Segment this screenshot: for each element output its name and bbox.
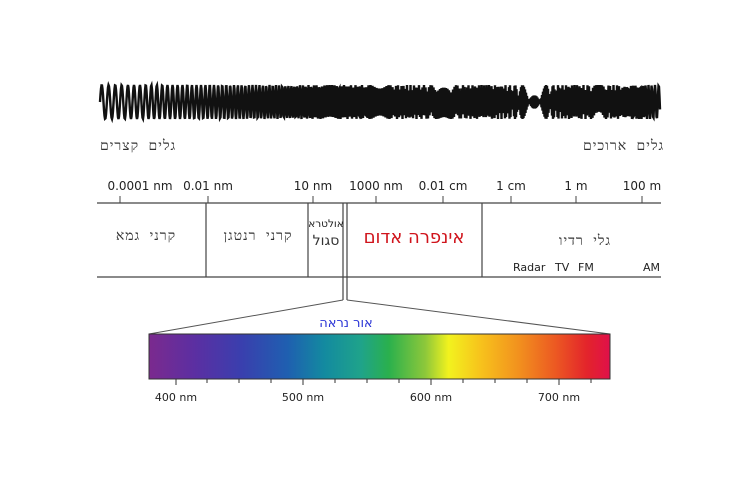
scale-tick-label: 100 m bbox=[623, 179, 661, 193]
short-waves-label: גלים קצרים bbox=[100, 138, 176, 154]
scale-tick-label: 10 nm bbox=[294, 179, 332, 193]
scale-ticks bbox=[119, 196, 643, 203]
scale-tick-label: 1000 nm bbox=[349, 179, 403, 193]
radar-label: Radar bbox=[513, 261, 546, 274]
scale-tick-label: 1 cm bbox=[496, 179, 526, 193]
am-label: AM bbox=[643, 261, 660, 274]
fm-label: FM bbox=[578, 261, 594, 274]
scale-tick-label: 0.01 nm bbox=[183, 179, 233, 193]
visible-tick-label: 400 nm bbox=[155, 391, 197, 404]
long-waves-label: גלים ארוכים bbox=[583, 138, 664, 154]
radio-label: גלי רדיו bbox=[559, 233, 611, 249]
visible-tick-label: 600 nm bbox=[410, 391, 452, 404]
tv-label: TV bbox=[554, 261, 570, 274]
expansion-line-left bbox=[148, 299, 344, 335]
infrared-label: אינפרה אדום bbox=[364, 227, 465, 248]
uv-label-line1: אולטרא bbox=[308, 218, 344, 230]
expansion-line-right bbox=[346, 299, 611, 335]
visible-light-label: אור נראה bbox=[319, 316, 372, 331]
visible-tick-label: 700 nm bbox=[538, 391, 580, 404]
scale-tick-label: 0.01 cm bbox=[419, 179, 468, 193]
gamma-label: קרני גמא bbox=[116, 228, 176, 244]
visible-tick-label: 500 nm bbox=[282, 391, 324, 404]
xray-label: קרני רנטגן bbox=[223, 228, 292, 244]
visible-spectrum-bar bbox=[148, 333, 611, 380]
wave-curve bbox=[98, 80, 662, 124]
uv-label-line2: סגול bbox=[313, 233, 340, 249]
scale-tick-label: 1 m bbox=[564, 179, 587, 193]
scale-tick-label: 0.0001 nm bbox=[107, 179, 172, 193]
